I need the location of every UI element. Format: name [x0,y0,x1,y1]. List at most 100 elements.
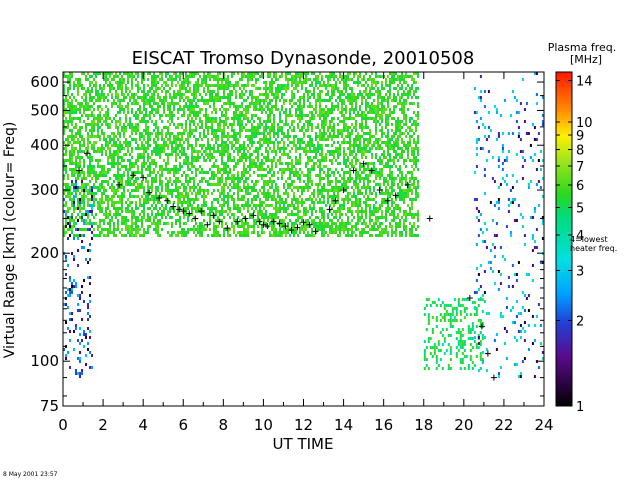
cell [131,123,133,126]
cell [251,141,253,144]
cell [295,108,297,111]
cell [141,165,143,168]
cell [117,228,119,231]
cell [351,177,353,180]
cell [305,144,307,147]
cell [119,180,121,183]
cell [247,186,249,189]
cell [355,174,357,177]
cell [155,90,157,93]
cell [377,108,379,111]
cell [143,153,145,156]
cell [163,168,165,171]
cell [279,228,281,231]
cell [337,123,339,126]
cell [295,150,297,153]
cell [351,165,353,168]
cell [107,204,109,207]
cell [275,231,277,234]
cell [349,78,351,81]
cell [353,183,355,186]
cell [121,234,123,237]
cell [221,120,223,123]
cell [367,168,369,171]
cell [253,195,255,198]
cell [213,147,215,150]
cell [117,225,119,228]
cell [73,219,75,222]
cell [369,189,371,192]
cell [313,108,315,111]
cell [213,90,215,93]
cell [225,144,227,147]
cell [217,168,219,171]
cell [323,231,325,234]
cell [71,171,73,174]
cell [149,99,151,102]
cell [385,144,387,147]
cell [293,231,295,234]
cell [157,234,159,237]
cell [141,135,143,138]
cell [63,93,65,96]
cell [183,183,185,186]
cell [129,96,131,99]
cell [361,114,363,117]
cell [327,93,329,96]
cell [149,105,151,108]
cell [63,129,65,132]
cell [89,99,91,102]
cell [307,168,309,171]
cell [371,102,373,105]
cell [217,144,219,147]
cell [363,219,365,222]
cell [385,213,387,216]
cell [157,225,159,228]
cell [247,135,249,138]
cell [85,183,87,186]
cell [353,96,355,99]
cell [195,228,197,231]
cell [213,177,215,180]
cell [369,108,371,111]
cell [327,216,329,219]
cell [143,147,145,150]
cell [253,150,255,153]
cell [375,141,377,144]
cell [117,186,119,189]
cell [235,111,237,114]
cell [255,126,257,129]
cell [245,171,247,174]
cell [251,117,253,120]
cell [137,114,139,117]
cell [267,108,269,111]
cell [239,150,241,153]
cell [257,147,259,150]
cell [381,210,383,213]
cell [201,228,203,231]
cell [319,177,321,180]
cell [227,132,229,135]
cell [153,207,155,210]
cell [215,132,217,135]
cell [291,201,293,204]
cell [131,222,133,225]
cell [237,204,239,207]
cell [105,72,107,75]
cell [151,81,153,84]
cell [269,168,271,171]
cell [219,144,221,147]
cell [247,105,249,108]
cell [85,75,87,78]
cell [143,207,145,210]
cell [225,96,227,99]
cell [357,228,359,231]
cell [321,99,323,102]
cell [147,138,149,141]
cell [345,183,347,186]
cell [169,87,171,90]
cell [113,225,115,228]
cell [63,111,65,114]
cell [331,87,333,90]
cell [277,108,279,111]
